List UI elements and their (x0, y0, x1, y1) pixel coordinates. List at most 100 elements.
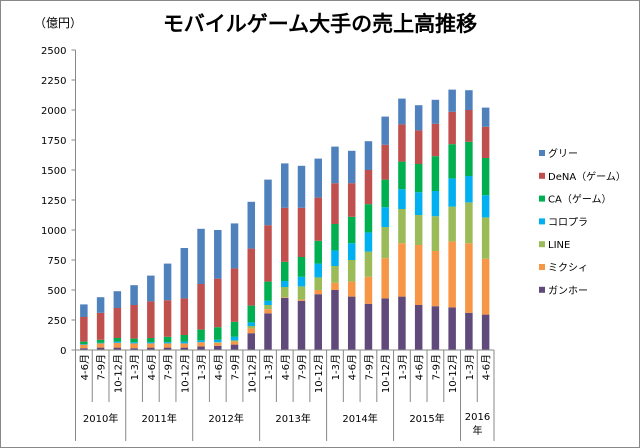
bar-segment (163, 343, 172, 348)
x-tick-label: 7-9月 (163, 354, 175, 380)
bar-segment (331, 290, 339, 350)
bar-segment (414, 305, 423, 350)
bar-segment (147, 347, 155, 350)
legend-label: LINE (548, 240, 570, 251)
bar-segment (347, 243, 356, 260)
bar-segment (147, 338, 155, 343)
year-label: 2013年 (275, 412, 310, 425)
bar-segment (197, 284, 205, 330)
bar-segment (465, 243, 473, 313)
bar-segment (331, 282, 339, 290)
x-tick-label: 10-12月 (313, 354, 325, 393)
bar-segment (264, 281, 272, 301)
bar-segment (431, 216, 440, 251)
x-tick-label: 1-3月 (397, 354, 409, 380)
legend-swatch (539, 218, 545, 225)
x-tick-label: 1-3月 (464, 354, 476, 380)
x-tick-label: 4-6月 (414, 354, 426, 380)
bar-segment (230, 336, 239, 341)
bar-segment (130, 305, 138, 339)
legend-swatch (539, 286, 545, 293)
y-tick-label: 2250 (41, 76, 66, 87)
bar-segment (281, 207, 289, 262)
bar-segment (347, 183, 356, 217)
year-label: 2011年 (141, 412, 176, 425)
bar-segment (331, 183, 339, 224)
x-tick-label: 7-9月 (296, 354, 308, 380)
bar-segment (80, 341, 88, 344)
bar-segment (80, 344, 88, 345)
bar-segment (147, 275, 155, 302)
bar-segment (281, 261, 289, 281)
bar-segment (163, 263, 172, 301)
bar-segment (314, 294, 322, 350)
bar-segment (264, 305, 272, 310)
bar-segment (113, 308, 122, 338)
bar-segment (96, 297, 105, 313)
legend-swatch (539, 264, 545, 270)
bar-segment (398, 296, 406, 350)
y-tick-label: 1500 (41, 166, 66, 177)
x-tick-label: 7-9月 (363, 354, 375, 380)
bar-segment (381, 227, 389, 259)
legend-label: グリー (548, 147, 578, 160)
legend-swatch (539, 195, 545, 202)
bar-segment (180, 341, 189, 344)
bar-segment (331, 146, 339, 184)
bar-segment (465, 312, 473, 350)
bar-segment (414, 164, 423, 193)
bar-segment (130, 285, 138, 305)
bar-segment (96, 342, 105, 344)
bar-segment (448, 111, 456, 145)
y-tick-label: 2500 (41, 46, 66, 57)
y-tick-label: 1000 (41, 226, 66, 237)
bar-segment (247, 201, 256, 249)
bar-segment (398, 124, 406, 162)
bar-segment (448, 144, 456, 179)
x-tick-label: 1-3月 (196, 354, 208, 380)
x-tick-label: 10-12月 (112, 354, 124, 393)
y-tick-label: 1250 (41, 196, 66, 207)
bar-segment (230, 340, 239, 342)
bar-segment (314, 158, 322, 198)
x-tick-label: 10-12月 (380, 354, 392, 393)
bar-segment (96, 339, 105, 343)
bar-segment (398, 161, 406, 190)
year-label: 2014年 (342, 412, 377, 425)
bar-segment (214, 327, 222, 340)
legend-swatch (539, 172, 545, 179)
bar-segment (264, 300, 272, 305)
bar-segment (481, 195, 490, 218)
bar-segment (347, 260, 356, 282)
bar-segment (364, 303, 373, 350)
bar-segment (80, 344, 88, 349)
legend-label: CA（ゲーム） (548, 194, 612, 206)
bar-segment (130, 343, 138, 349)
bar-segment (113, 341, 122, 343)
bar-segment (214, 339, 222, 343)
bar-segment (180, 248, 189, 299)
bar-segment (113, 338, 122, 342)
year-label: 2012年 (208, 412, 243, 425)
bar-segment (297, 299, 306, 301)
bar-segment (297, 257, 306, 277)
bar-segment (331, 250, 339, 266)
bar-segment (230, 344, 239, 350)
bar-segment (113, 291, 122, 308)
bar-segment (147, 301, 155, 338)
bar-segment (130, 338, 138, 343)
x-tick-label: 4-6月 (146, 354, 158, 380)
bar-segment (381, 144, 389, 180)
bar-segment (314, 240, 322, 264)
bar-segment (214, 345, 222, 350)
bar-segment (230, 268, 239, 322)
bar-segment (96, 343, 105, 348)
y-tick-label: 250 (47, 316, 66, 327)
bar-segment (448, 206, 456, 242)
y-tick-label: 750 (47, 256, 66, 267)
bar-segment (264, 313, 272, 350)
bar-segment (230, 321, 239, 337)
bar-segment (414, 105, 423, 131)
x-tick-label: 10-12月 (246, 354, 258, 393)
bar-segment (163, 342, 172, 344)
